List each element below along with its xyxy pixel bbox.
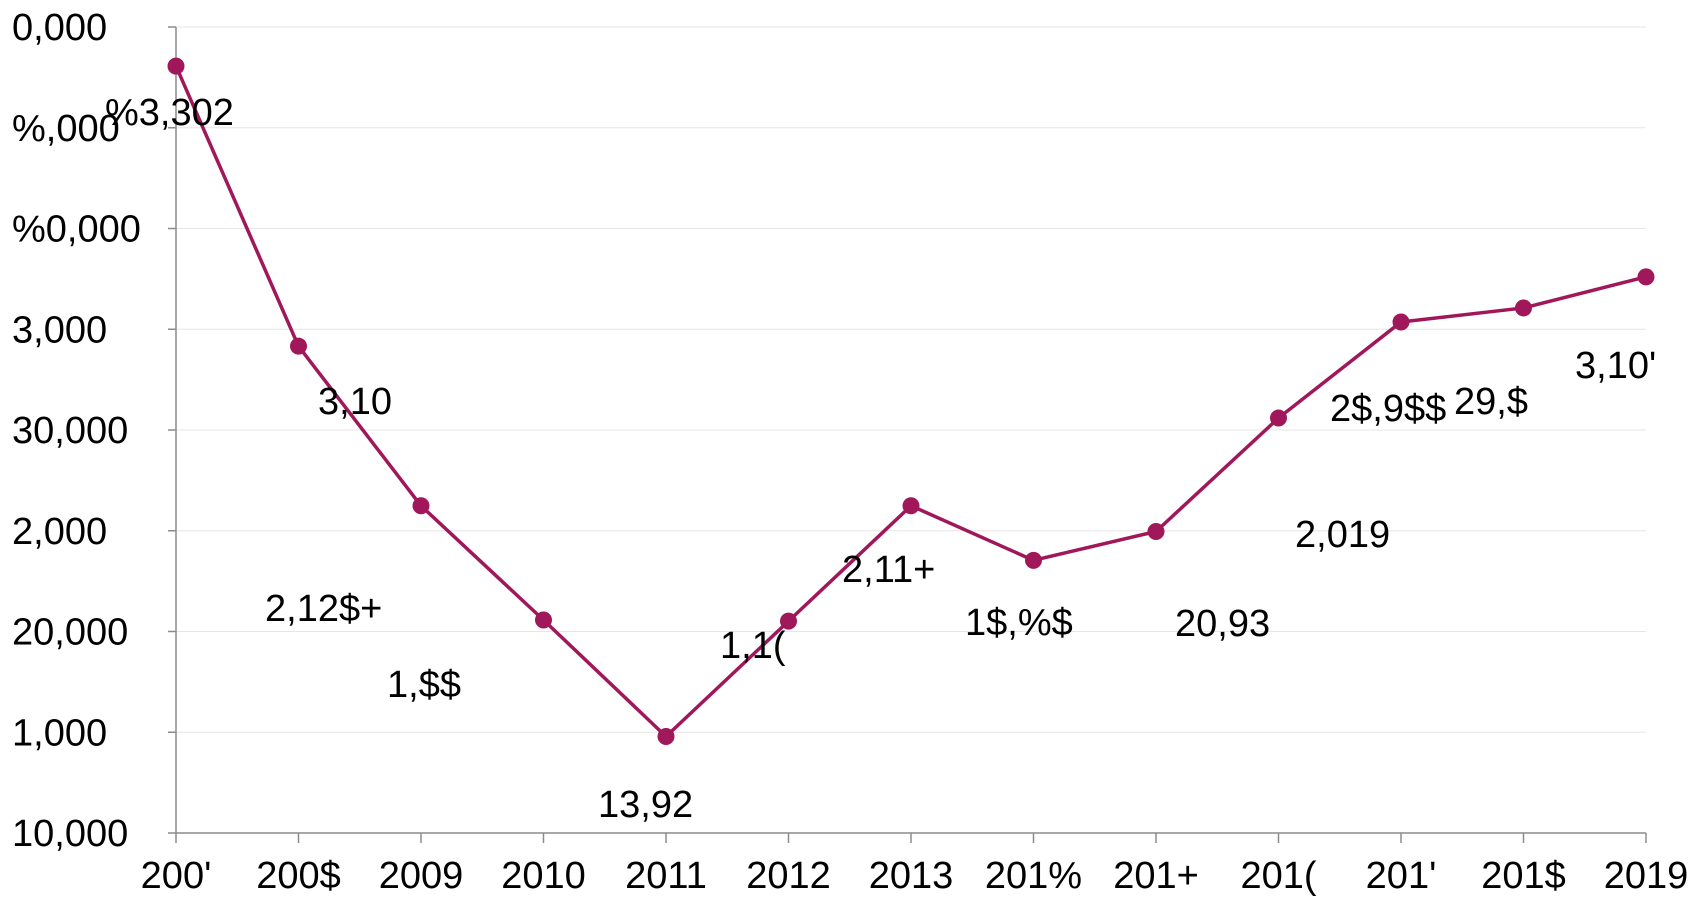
data-point — [780, 612, 797, 630]
x-tick-label: 2010 — [501, 855, 586, 897]
x-tick-label: 2013 — [869, 855, 954, 897]
data-label: 1,$$ — [387, 664, 461, 706]
x-tick-label: 2019 — [1604, 855, 1689, 897]
y-tick-label: 1,000 — [12, 712, 107, 754]
x-tick-label: 2011 — [625, 855, 707, 897]
y-tick-label: %,000 — [12, 108, 120, 150]
data-label: 13,92 — [598, 784, 693, 826]
series — [167, 57, 1655, 745]
data-point — [1637, 268, 1655, 286]
data-label: 2,12$+ — [265, 588, 382, 630]
y-tick-label: 0,000 — [12, 7, 107, 49]
data-label: 3,10 — [318, 381, 392, 423]
data-label: 1,1( — [720, 625, 786, 667]
x-tick-label: 200$ — [256, 855, 341, 897]
data-labels: %3,302 3,10 2,12$+1,$$ 13,92 1,1( 2,11+ 1$,%$ 2… — [105, 92, 1656, 826]
y-tick-label: 20,000 — [12, 612, 128, 654]
data-point — [290, 337, 307, 355]
data-point — [1147, 522, 1165, 540]
x-tick-label: 201$ — [1481, 855, 1566, 897]
x-tick-label: 2012 — [746, 855, 831, 897]
axes — [168, 26, 1647, 843]
x-tick-label: 201( — [1240, 855, 1316, 897]
data-point — [657, 727, 675, 745]
x-tick-label: 201' — [1366, 855, 1437, 897]
data-label: 3,10' — [1575, 345, 1656, 387]
data-point — [1515, 299, 1532, 317]
data-point — [1392, 313, 1410, 331]
data-label: 2,11+ — [842, 549, 935, 591]
y-tick-label: 3,000 — [12, 309, 107, 351]
data-point — [412, 497, 430, 515]
x-tick-label: 201% — [985, 855, 1082, 897]
x-tick-label: 2009 — [379, 855, 464, 897]
data-label: %3,302 — [105, 92, 234, 134]
data-point — [535, 611, 552, 629]
x-tick-labels: 200' 200$ 2009 2010 2011 2012 2013 201% 201+ 201(… — [141, 855, 1689, 897]
data-label: 2,019 — [1295, 514, 1390, 556]
data-label: 29,$ — [1454, 381, 1528, 423]
x-tick-label: 200' — [141, 855, 212, 897]
data-point — [902, 497, 920, 515]
y-tick-label: 30,000 — [12, 410, 128, 452]
data-point — [167, 57, 185, 75]
data-point — [1270, 409, 1287, 427]
y-tick-labels: 10,000 1,000 20,000 2,000 30,000 3,000 %0,000%… — [12, 7, 141, 855]
data-label: 20,93 — [1175, 603, 1270, 645]
y-tick-label: 2,000 — [12, 511, 107, 553]
data-label: 1$,%$ — [965, 602, 1073, 644]
data-point — [1025, 551, 1042, 569]
y-tick-label: %0,000 — [12, 209, 141, 251]
gridlines — [176, 26, 1646, 733]
x-tick-label: 201+ — [1113, 855, 1199, 897]
data-label: 2$,9$$ — [1330, 388, 1446, 430]
y-tick-label: 10,000 — [12, 813, 128, 855]
